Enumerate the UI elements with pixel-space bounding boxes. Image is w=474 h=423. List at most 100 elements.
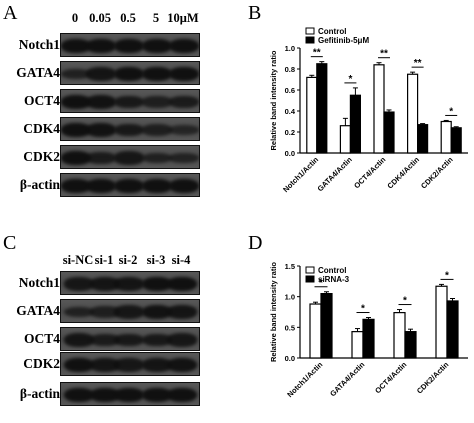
y-axis-label: Relative band intensity ratio [269,262,278,362]
category-label: CDK2/Actin [419,155,455,191]
protein-band [86,122,116,138]
protein-band [64,333,94,347]
y-tick-label: 0.0 [285,354,295,363]
protein-band [142,96,172,108]
protein-band [86,38,116,54]
protein-band [86,151,116,165]
protein-label: CDK2 [23,356,60,371]
bar [450,127,462,154]
lane-label: 0.5 [120,11,136,25]
protein-band [142,276,172,292]
bar [339,125,352,154]
category-label: Notch1/Actin [281,155,320,194]
bar [417,124,429,154]
protein-band [61,178,91,194]
category-label: OCT4/Actin [352,155,388,191]
blot-strip [60,299,200,323]
protein-band [90,358,120,372]
protein-band [142,66,172,82]
legend-swatch [305,266,315,274]
blot-strip [60,89,200,113]
protein-band [142,304,172,320]
protein-band [61,150,91,166]
lane-label: si-1 [94,253,114,267]
blot-strip [60,271,200,295]
protein-band [114,387,144,403]
protein-band [61,68,91,80]
protein-band [114,358,144,372]
significance-marker: * [348,74,352,85]
protein-band [167,305,197,319]
blot-strip [60,33,200,57]
protein-band [90,306,120,318]
category-label: OCT4/Actin [373,360,409,396]
protein-band [114,277,144,291]
category-label: Notch1/Actin [285,360,324,399]
legend-swatch [305,27,315,35]
protein-band [169,178,199,194]
protein-band [114,95,144,109]
protein-label: GATA4 [16,65,60,80]
bar [404,331,417,359]
blot-strip [60,117,200,141]
significance-marker: ** [380,49,388,60]
protein-band [64,357,94,373]
protein-band [61,38,91,54]
category-label: CDK2/Actin [415,360,451,396]
protein-label: Notch1 [18,275,60,290]
blot-strip [60,145,200,169]
significance-marker: * [445,270,449,281]
protein-band [142,333,172,347]
protein-label: CDK4 [23,121,60,136]
protein-label: CDK2 [23,149,60,164]
protein-band [86,178,116,194]
y-tick-label: 0.6 [285,86,295,95]
protein-band [142,38,172,54]
protein-band [167,276,197,292]
protein-band [169,124,199,136]
y-tick-label: 1.5 [285,262,295,271]
bar [362,318,375,359]
bar [316,63,328,154]
protein-band [142,124,172,136]
y-tick-label: 1.0 [285,293,295,302]
protein-label: Notch1 [18,37,60,52]
y-axis-label: Relative band intensity ratio [269,50,278,150]
protein-label: β-actin [19,177,60,192]
lane-label: si-NC [62,253,94,267]
protein-band [167,333,197,347]
bar [446,300,459,359]
protein-band [90,387,120,403]
protein-band [64,387,94,403]
protein-band [90,277,120,291]
blot-strip [60,327,200,351]
category-label: CDK4/Actin [385,155,421,191]
significance-marker: * [449,106,453,117]
protein-band [169,152,199,164]
protein-band [169,66,199,82]
legend-label: Control [318,27,346,36]
significance-marker: * [361,304,365,315]
bar [393,312,406,359]
protein-band [61,94,91,110]
protein-band [114,123,144,137]
lane-label: 0 [71,11,79,25]
significance-marker: * [403,296,407,307]
category-label: GATA4/Actin [316,155,355,194]
protein-band [114,66,144,82]
lane-label: 0.05 [89,11,111,25]
protein-band [142,178,172,194]
protein-label: β-actin [19,386,60,401]
protein-band [64,277,94,291]
bar [373,64,385,154]
protein-band [86,67,116,81]
y-tick-label: 0.2 [285,128,295,137]
y-tick-label: 0.0 [285,149,295,158]
blot-strip [60,61,200,85]
protein-band [114,178,144,194]
bar [309,303,322,359]
protein-band [169,95,199,109]
bar-chart-b: 0.0 0.2 0.4 0.6 0.8 1.0 Relative band intensit… [269,27,468,194]
bar [349,94,362,154]
category-label: GATA4/Actin [328,360,367,399]
